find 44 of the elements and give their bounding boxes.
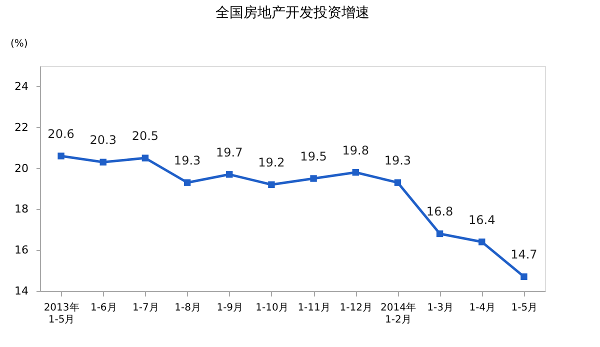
point xyxy=(310,175,317,182)
x-tick-label: 1-3月 xyxy=(427,302,454,314)
data-label: 14.7 xyxy=(510,248,538,262)
data-label: 16.4 xyxy=(468,212,496,227)
x-tick-label: 1-7月 xyxy=(132,302,159,314)
x-tick-label: 1-5月 xyxy=(511,302,538,314)
x-tick-label: 1-4月 xyxy=(469,302,496,314)
y-tick-label: 16 xyxy=(14,244,28,257)
point xyxy=(520,273,528,280)
point xyxy=(436,230,444,238)
point xyxy=(184,179,191,186)
point xyxy=(478,238,486,246)
y-tick-label: 20 xyxy=(14,162,28,175)
data-label: 19.3 xyxy=(384,154,412,168)
chart-title: 全国房地产开发投资增速 xyxy=(216,5,370,21)
y-tick-label: 22 xyxy=(14,120,28,134)
data-label: 19.5 xyxy=(300,150,327,164)
x-tick-label: 1-9月 xyxy=(216,302,244,314)
x-tick-label: 1-10月 xyxy=(256,302,288,314)
y-tick-label: 18 xyxy=(14,202,28,216)
point xyxy=(58,152,64,160)
x-tick-label: 1-6月 xyxy=(90,302,117,314)
data-label: 19.7 xyxy=(216,145,243,160)
data-label: 20.5 xyxy=(132,129,159,144)
y-axis-title: (%) xyxy=(10,38,28,50)
point xyxy=(268,181,275,188)
y-tick-label: 14 xyxy=(14,284,28,298)
data-label: 20.6 xyxy=(48,127,74,141)
x-tick-label: 1-11月 xyxy=(298,302,330,314)
x-tick-label: 1-8月 xyxy=(174,302,201,314)
data-label: 19.2 xyxy=(258,156,285,170)
x-tick-label: 1-12月 xyxy=(340,302,372,314)
data-label: 16.8 xyxy=(426,204,454,219)
point xyxy=(100,158,106,166)
data-label: 19.3 xyxy=(174,154,201,168)
data-label: 20.3 xyxy=(90,133,116,148)
x-tick-label: 2014年 1-2月 xyxy=(380,302,416,326)
x-tick-label: 2013年 1-5月 xyxy=(44,302,80,326)
data-label: 19.8 xyxy=(342,143,369,158)
point xyxy=(142,154,149,162)
point xyxy=(226,171,233,178)
point xyxy=(352,169,359,176)
point xyxy=(394,179,402,186)
y-tick-label: 24 xyxy=(14,80,28,93)
